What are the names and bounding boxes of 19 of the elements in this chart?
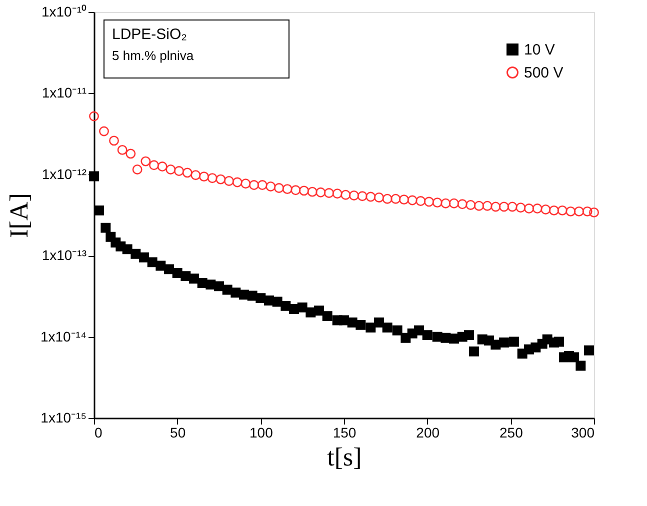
x-tick-label: 250 [499, 424, 524, 440]
x-tick-label: 100 [249, 424, 274, 440]
y-tick-label: 1x10⁻¹² [42, 166, 87, 182]
x-tick-label: 50 [170, 424, 186, 440]
x-tick-label: 300 [571, 424, 595, 440]
y-axis-title: I[A] [4, 193, 34, 238]
x-axis-title: t[s] [327, 442, 362, 472]
x-tick-label: 200 [416, 424, 440, 440]
x-tick-label: 150 [332, 424, 356, 440]
y-tick-label: 1x10⁻¹⁰ [41, 4, 86, 20]
y-tick-label: 1x10⁻¹³ [42, 247, 87, 264]
annotation: LDPE-SiO₂ [112, 26, 188, 43]
legend-label: 500 V [524, 64, 564, 82]
x-tick-label: 0 [94, 424, 102, 440]
legend-label: 10 V [524, 42, 555, 58]
y-tick-label: 1x10⁻¹⁵ [40, 410, 86, 426]
y-tick-label: 1x10⁻¹¹ [42, 84, 87, 101]
y-tick-label: 1x10⁻¹⁴ [40, 328, 86, 344]
annotation: 5 hm.% plniva [112, 48, 194, 63]
